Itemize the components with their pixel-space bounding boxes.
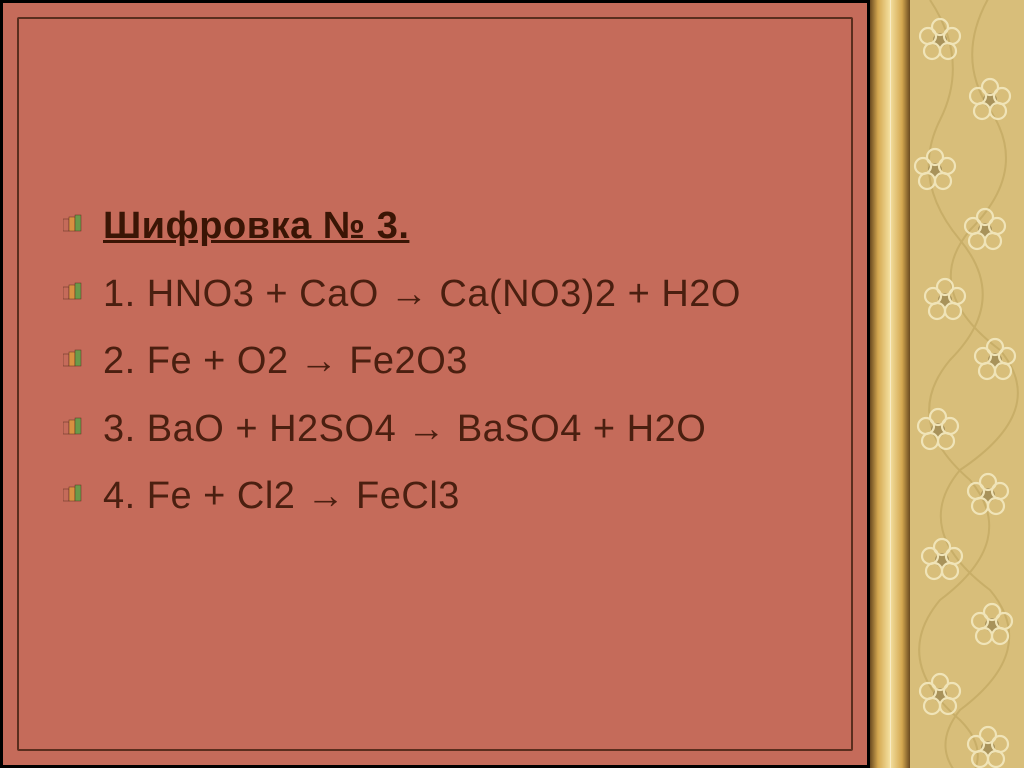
equation-text: 1. HNO3 + CaO → Ca(NO3)2 + H2O [103, 271, 741, 319]
bullet-icon [63, 213, 87, 237]
bullet-icon [63, 281, 87, 305]
title-line: Шифровка № 3. [63, 203, 807, 251]
body-line: 4. Fe + Cl2 → FeCl3 [63, 473, 807, 521]
title-text: Шифровка № 3. [103, 203, 409, 251]
equation-text: 4. Fe + Cl2 → FeCl3 [103, 473, 460, 521]
equation-text: 2. Fe + O2 → Fe2O3 [103, 338, 468, 386]
floral-pattern [910, 0, 1024, 768]
bullet-icon [63, 416, 87, 440]
bullet-icon [63, 483, 87, 507]
slide-content: Шифровка № 3. 1. HNO3 + CaO → Ca(NO3)2 +… [63, 203, 807, 541]
body-line: 1. HNO3 + CaO → Ca(NO3)2 + H2O [63, 271, 807, 319]
body-line: 2. Fe + O2 → Fe2O3 [63, 338, 807, 386]
slide-area: Шифровка № 3. 1. HNO3 + CaO → Ca(NO3)2 +… [0, 0, 870, 768]
bullet-icon [63, 348, 87, 372]
decor-strip [870, 0, 1024, 768]
body-line: 3. BaO + H2SO4 → BaSO4 + H2O [63, 406, 807, 454]
equation-text: 3. BaO + H2SO4 → BaSO4 + H2O [103, 406, 706, 454]
gold-band [870, 0, 910, 768]
